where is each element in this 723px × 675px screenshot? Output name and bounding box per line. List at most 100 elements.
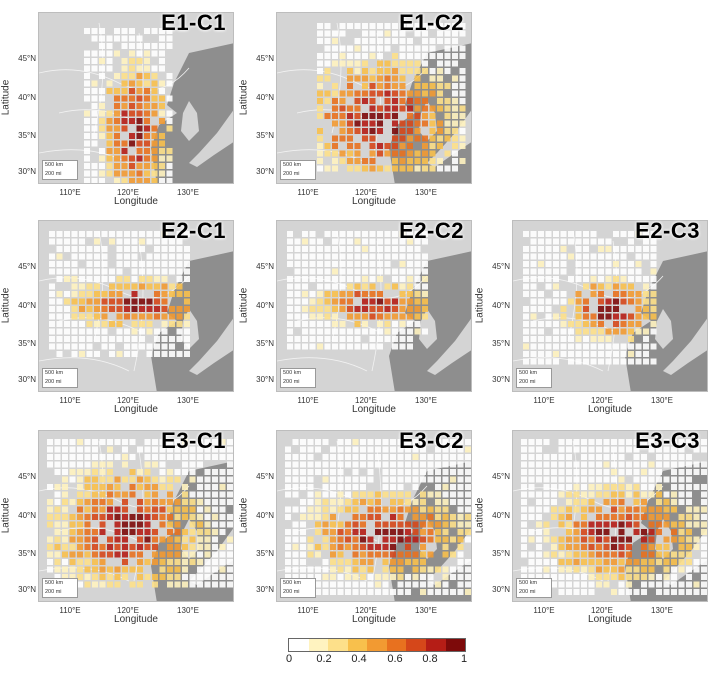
- heat-cell: [94, 313, 100, 320]
- heat-cell: [457, 551, 464, 558]
- heat-cell: [167, 551, 173, 558]
- heat-cell: [583, 306, 589, 312]
- heat-cell: [528, 566, 535, 573]
- heat-cell: [354, 321, 361, 327]
- heat-cell: [678, 536, 685, 543]
- heat-cell: [54, 514, 61, 520]
- heat-cell: [620, 231, 627, 237]
- lon-tick: 120°E: [117, 188, 139, 197]
- heat-cell: [144, 65, 150, 72]
- heat-cell: [581, 514, 587, 520]
- heat-cell: [322, 544, 329, 550]
- heat-cell: [643, 313, 649, 320]
- heat-cell: [407, 120, 413, 127]
- heat-cell: [362, 90, 368, 97]
- heat-cell: [317, 53, 323, 59]
- scale-km: 500 km: [45, 370, 64, 376]
- heat-cell: [122, 521, 128, 528]
- heat-cell: [701, 506, 707, 513]
- heat-cell: [553, 261, 559, 267]
- heat-cell: [397, 491, 404, 498]
- heat-cell: [159, 506, 166, 513]
- heat-cell: [588, 529, 595, 535]
- heat-cell: [182, 581, 188, 588]
- heat-cell: [106, 43, 113, 49]
- heat-cell: [136, 80, 143, 87]
- heat-cell: [551, 506, 557, 513]
- heat-cell: [345, 476, 351, 483]
- heat-cell: [590, 328, 597, 335]
- heat-cell: [581, 589, 587, 595]
- heat-cell: [64, 291, 70, 297]
- heat-cell: [159, 499, 166, 505]
- heat-cell: [54, 461, 61, 468]
- heat-cell: [109, 283, 115, 290]
- heat-cell: [151, 140, 158, 147]
- heat-cell: [442, 514, 449, 520]
- heat-cell: [384, 298, 391, 305]
- heat-cell: [427, 566, 434, 573]
- heat-cell: [588, 574, 595, 580]
- heat-cell: [151, 125, 158, 132]
- heat-cell: [337, 574, 344, 580]
- heat-cell: [405, 461, 411, 468]
- heat-cell: [285, 544, 291, 550]
- panel-title: E2-C2: [399, 218, 464, 243]
- heat-cell: [136, 110, 143, 117]
- heat-cell: [352, 589, 359, 595]
- heat-cell: [611, 499, 617, 505]
- heat-cell: [227, 491, 233, 498]
- heat-cell: [384, 68, 391, 74]
- heat-cell: [294, 298, 301, 305]
- heat-cell: [626, 551, 632, 558]
- heat-cell: [420, 551, 426, 558]
- heat-cell: [407, 128, 413, 134]
- lon-tick: 120°E: [355, 396, 377, 405]
- heat-cell: [435, 589, 441, 595]
- heat-cell: [197, 461, 203, 468]
- heat-cell: [442, 566, 449, 573]
- heat-cell: [399, 276, 406, 282]
- heat-cell: [678, 529, 685, 535]
- heat-cell: [287, 291, 293, 297]
- heat-cell: [315, 514, 321, 520]
- colorbar-segment: [425, 639, 446, 651]
- heat-cell: [322, 514, 329, 520]
- heat-cell: [635, 268, 642, 275]
- heat-cell: [678, 499, 685, 505]
- heat-cell: [450, 484, 456, 490]
- heat-cell: [114, 529, 121, 535]
- heat-cell: [465, 581, 471, 588]
- heat-cell: [369, 261, 376, 267]
- heat-cell: [139, 238, 145, 245]
- heat-cell: [332, 246, 338, 252]
- heat-cell: [47, 521, 53, 528]
- heat-cell: [444, 105, 451, 112]
- heat-cell: [693, 469, 700, 475]
- heat-cell: [84, 529, 91, 535]
- heat-cell: [367, 566, 374, 573]
- panel-title: E3-C2: [399, 428, 464, 453]
- heat-cell: [204, 551, 211, 558]
- heat-cell: [136, 170, 143, 177]
- heat-cell: [575, 321, 582, 327]
- heat-cell: [377, 306, 383, 312]
- heat-cell: [407, 53, 413, 59]
- heat-cell: [292, 521, 299, 528]
- heat-cell: [144, 536, 151, 543]
- heat-cell: [407, 38, 413, 44]
- heat-cell: [369, 105, 376, 112]
- heat-cell: [407, 343, 413, 350]
- heat-cell: [122, 454, 128, 460]
- heat-cell: [444, 53, 451, 59]
- heat-cell: [315, 581, 321, 588]
- heat-cell: [399, 75, 406, 82]
- heat-cell: [109, 276, 115, 282]
- heat-cell: [397, 521, 404, 528]
- heat-cell: [553, 276, 559, 282]
- heat-cell: [397, 514, 404, 520]
- heat-cell: [294, 253, 301, 260]
- heat-cell: [384, 60, 391, 67]
- heat-cell: [583, 231, 589, 237]
- heat-cell: [99, 551, 106, 558]
